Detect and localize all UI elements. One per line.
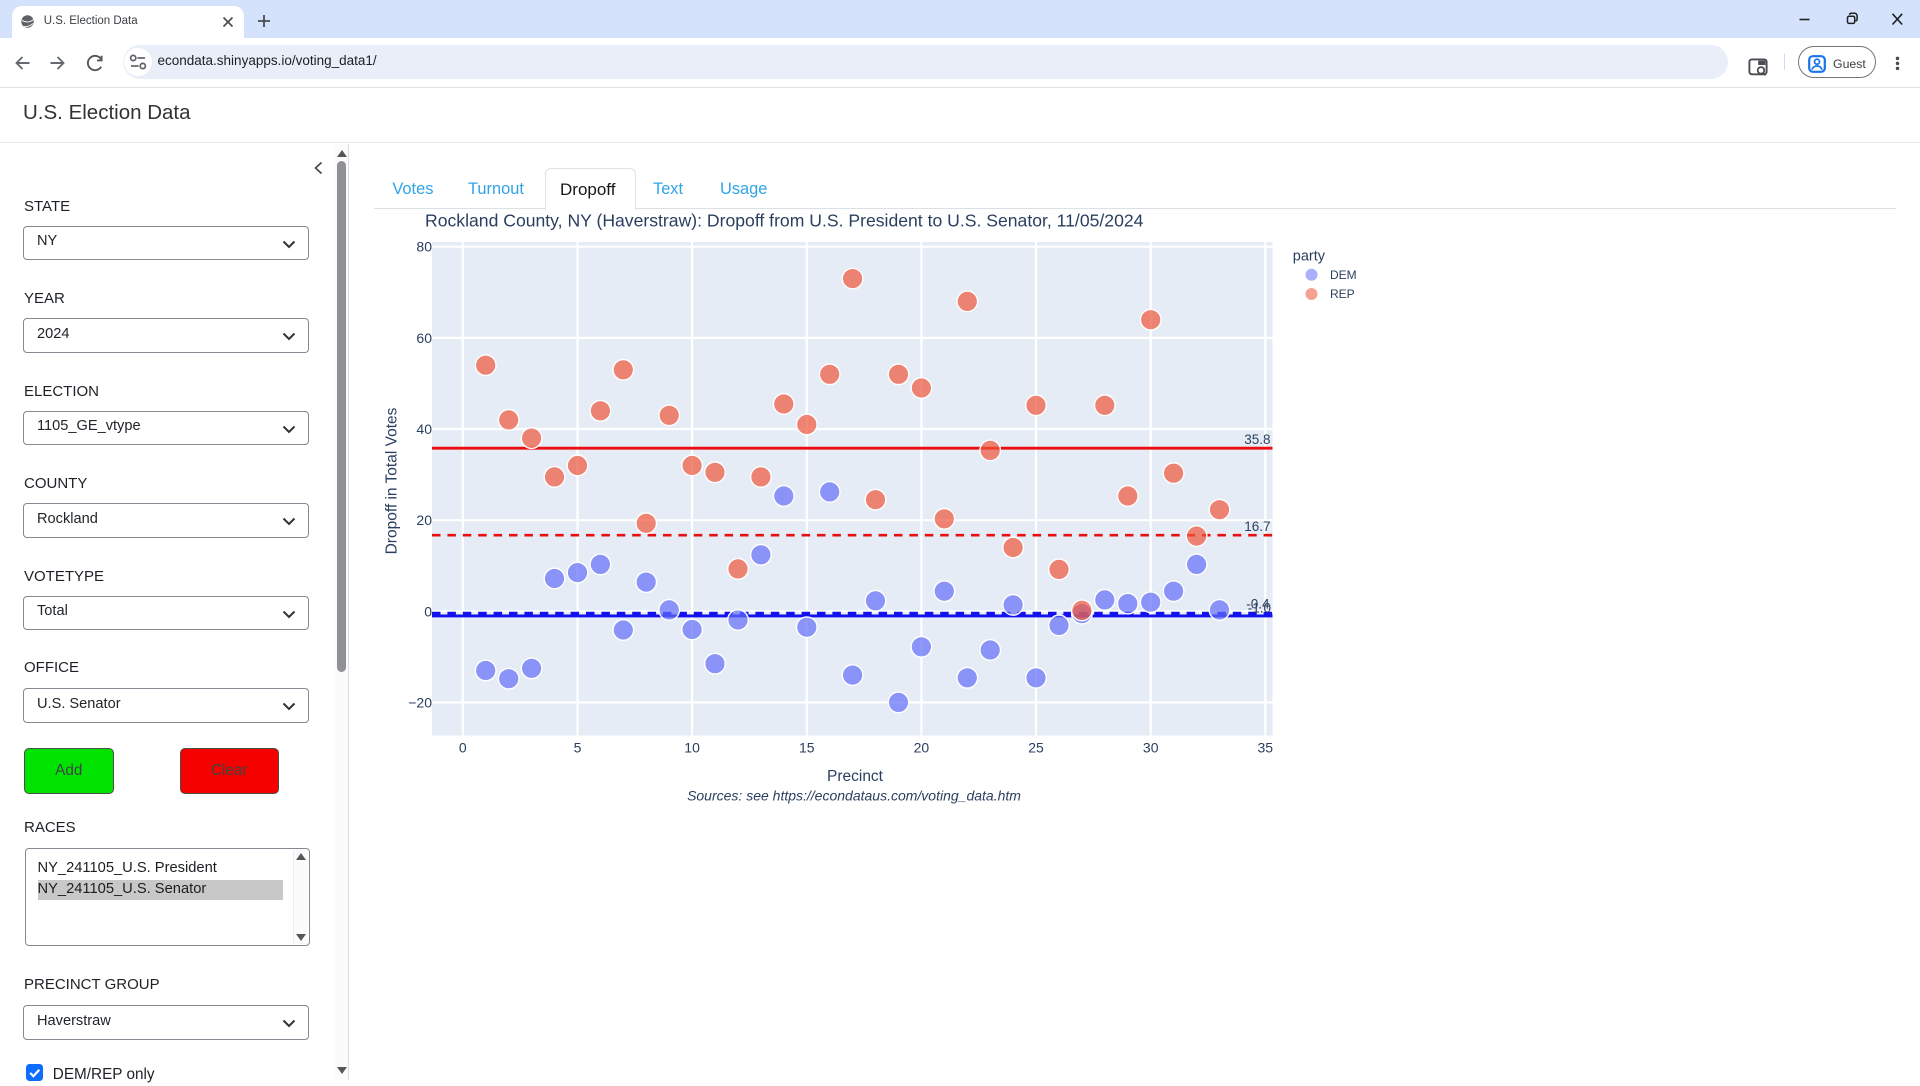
- svg-text:-1.0: -1.0: [1248, 600, 1271, 615]
- svg-text:35: 35: [1258, 740, 1274, 756]
- svg-text:Dropoff in Total Votes: Dropoff in Total Votes: [384, 407, 401, 554]
- svg-text:party: party: [1293, 249, 1326, 265]
- svg-text:0: 0: [459, 740, 467, 756]
- svg-text:REP: REP: [1330, 287, 1355, 301]
- svg-text:40: 40: [416, 421, 432, 437]
- svg-text:DEM: DEM: [1330, 268, 1357, 282]
- svg-text:−20: −20: [408, 694, 432, 710]
- svg-text:20: 20: [914, 740, 930, 756]
- svg-text:Rockland County, NY (Haverstra: Rockland County, NY (Haverstraw): Dropof…: [425, 211, 1144, 231]
- svg-text:0: 0: [424, 603, 432, 619]
- svg-text:16.7: 16.7: [1244, 519, 1270, 534]
- svg-text:80: 80: [416, 239, 432, 255]
- svg-text:60: 60: [416, 330, 432, 346]
- svg-text:35.8: 35.8: [1244, 432, 1270, 447]
- svg-text:5: 5: [574, 740, 582, 756]
- svg-text:15: 15: [799, 740, 815, 756]
- svg-text:Sources: see https://econdatau: Sources: see https://econdataus.com/voti…: [687, 788, 1021, 804]
- svg-text:-0.4: -0.4: [1246, 597, 1270, 612]
- svg-text:Precinct: Precinct: [827, 768, 884, 785]
- svg-text:25: 25: [1028, 740, 1044, 756]
- svg-text:30: 30: [1143, 740, 1159, 756]
- svg-text:10: 10: [684, 740, 700, 756]
- svg-text:20: 20: [416, 512, 432, 528]
